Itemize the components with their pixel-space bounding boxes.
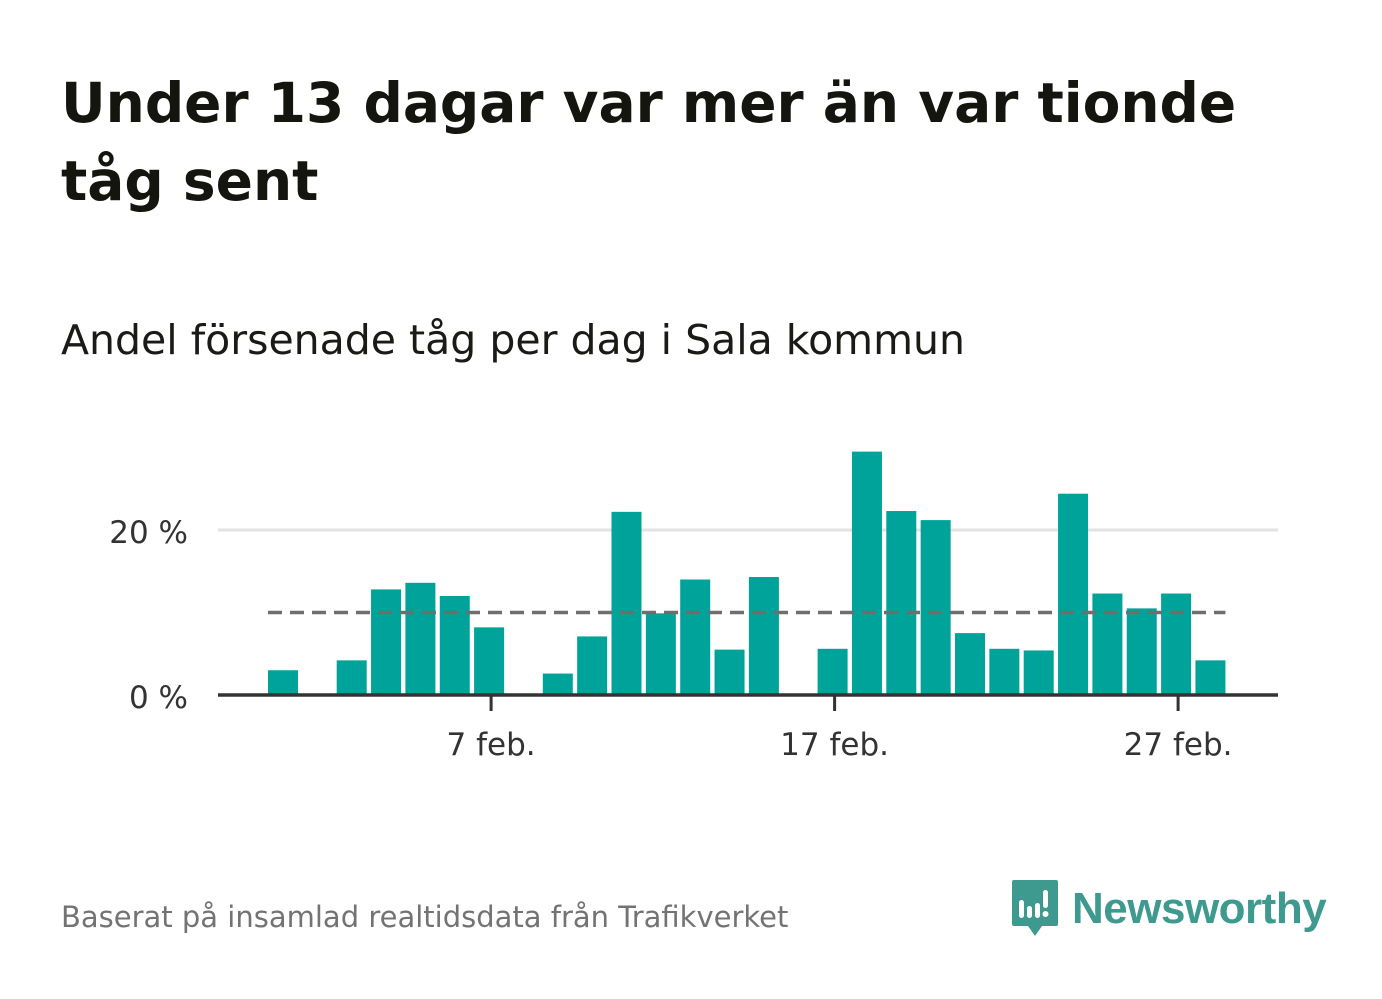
- bar: [886, 511, 917, 695]
- bar: [645, 613, 676, 695]
- chart-subtitle: Andel försenade tåg per dag i Sala kommu…: [61, 316, 966, 364]
- bar: [920, 520, 951, 695]
- bar: [268, 670, 298, 695]
- bar: [851, 451, 882, 695]
- bar: [680, 579, 711, 695]
- bar: [1161, 593, 1192, 695]
- bar: [336, 660, 367, 695]
- bar: [1058, 493, 1089, 695]
- source-note: Baserat på insamlad realtidsdata från Tr…: [61, 900, 789, 934]
- brand-name: Newsworthy: [1072, 884, 1327, 933]
- bar: [1126, 608, 1157, 695]
- bar: [474, 627, 505, 695]
- bar: [371, 589, 402, 695]
- bar: [1092, 593, 1123, 695]
- bar: [577, 636, 608, 695]
- bar: [817, 648, 848, 695]
- brand-logo: Newsworthy: [1010, 878, 1327, 940]
- bar: [611, 511, 642, 695]
- bar: [1023, 650, 1054, 695]
- bar: [955, 633, 985, 695]
- bar: [748, 577, 779, 695]
- bar: [1195, 660, 1226, 695]
- bar-chart: 0 % 20 % 7 feb. 17 feb. 27 feb.: [109, 451, 1278, 763]
- newsworthy-logo-icon: [1012, 880, 1058, 936]
- x-tick-label: 7 feb.: [447, 727, 536, 763]
- x-tick-label: 27 feb.: [1124, 727, 1233, 763]
- y-tick-label: 20 %: [109, 515, 188, 551]
- bar: [714, 649, 745, 695]
- chart-title: Under 13 dagar var mer än var tionde tåg…: [61, 71, 1237, 213]
- y-tick-label: 0 %: [129, 680, 188, 716]
- bar: [405, 582, 436, 695]
- bar: [989, 648, 1020, 695]
- bar: [542, 673, 573, 695]
- x-tick-label: 17 feb.: [780, 727, 889, 763]
